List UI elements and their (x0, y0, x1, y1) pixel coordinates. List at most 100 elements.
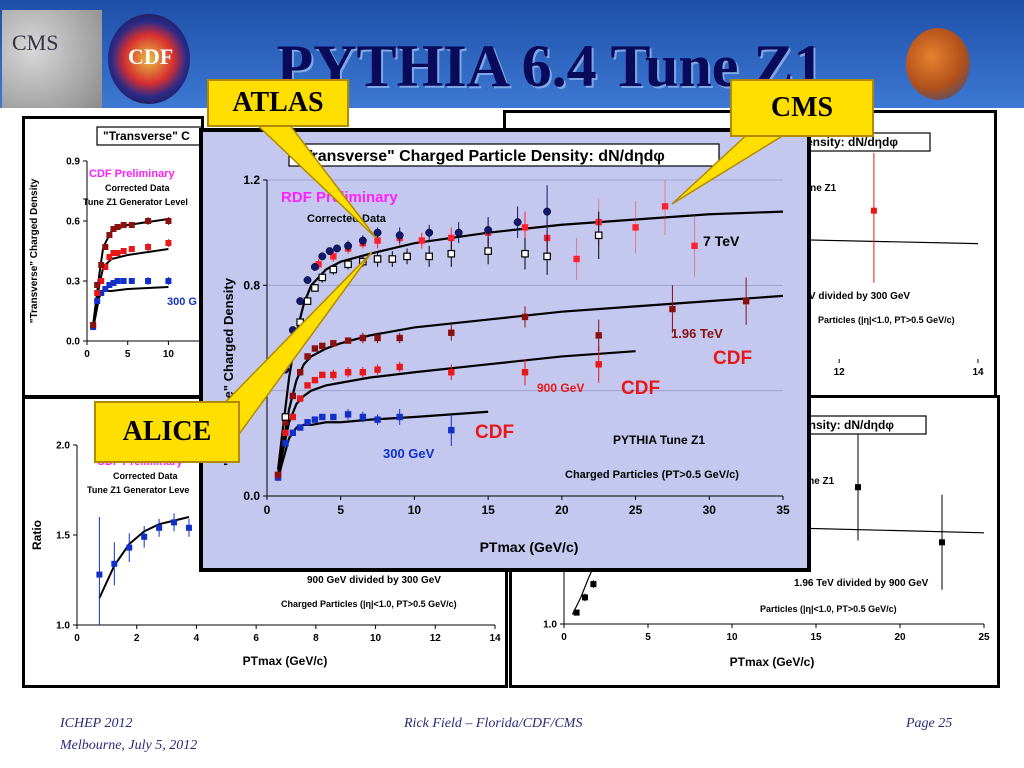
data-point (388, 255, 397, 263)
data-point (296, 424, 304, 431)
data-point (111, 560, 118, 567)
annotation-ratio: 1.96 TeV divided by 900 GeV (794, 578, 929, 589)
data-point (590, 581, 597, 588)
top-left-chart: "Transverse" C 0.0 0.3 0.6 0.9 0 5 10 "Transvers… (29, 126, 201, 360)
annotation-cuts: Charged Particles (|η|<1.0, PT>0.5 GeV/c… (281, 599, 457, 609)
annotation-lab300: 300 G (167, 296, 197, 308)
annotation-prelim: CDF Preliminary (89, 168, 175, 180)
data-point (594, 231, 603, 240)
data-point (96, 571, 103, 578)
annotation-corrected: Corrected Data (307, 213, 387, 225)
x-tick-label: 5 (125, 349, 131, 360)
data-point (403, 252, 411, 261)
data-point (359, 413, 367, 421)
data-point (318, 252, 327, 261)
annotation-tune: Tune Z1 Generator Level (83, 197, 188, 207)
data-point (128, 278, 135, 284)
cms-logo: CMS (2, 10, 102, 108)
data-point (373, 228, 382, 237)
data-point (448, 426, 455, 434)
data-point (595, 361, 602, 368)
chart-title: "Transverse" C (103, 129, 190, 143)
footer-author: Rick Field – Florida/CDF/CMS (404, 716, 583, 731)
data-point (448, 369, 455, 376)
annotation-tune: une Z1 (802, 476, 835, 487)
data-point (396, 363, 403, 371)
data-point (742, 297, 750, 305)
x-tick-label: 12 (430, 633, 442, 644)
data-point (94, 290, 101, 296)
data-point (669, 305, 676, 313)
y-tick-label: 1.0 (543, 620, 557, 631)
data-point (939, 539, 945, 546)
y-tick-label: 0.3 (66, 277, 80, 288)
data-point (165, 240, 172, 246)
data-point (521, 369, 529, 376)
florida-logo (906, 28, 970, 100)
x-tick-label: 5 (337, 503, 344, 517)
data-point (106, 282, 113, 288)
data-point (289, 413, 296, 421)
data-point (513, 218, 522, 227)
data-point (106, 254, 113, 260)
x-tick-label: 14 (972, 367, 984, 378)
data-point (94, 282, 101, 288)
data-point (344, 260, 352, 269)
annotation-lab196: 1.96 TeV (671, 326, 723, 341)
data-point (288, 347, 297, 355)
y-tick-label: 0.9 (66, 157, 80, 168)
annotation-cdf1: CDF (713, 348, 752, 369)
annotation-prelim: RDF Preliminary (281, 189, 398, 206)
data-point (145, 244, 152, 250)
annotation-ratio: 900 GeV divided by 300 GeV (307, 575, 441, 586)
data-point (296, 395, 304, 402)
y-axis-label: Ratio (30, 520, 44, 550)
data-point (282, 429, 289, 436)
data-point (344, 369, 352, 376)
data-point (425, 252, 433, 261)
y-tick-label: 1.2 (243, 173, 260, 187)
data-point (448, 329, 455, 336)
y-tick-label: 0.6 (66, 217, 80, 228)
data-point (171, 519, 178, 526)
data-point (374, 366, 381, 373)
data-point (114, 250, 121, 256)
x-tick-label: 0 (74, 633, 80, 644)
x-tick-label: 30 (703, 503, 717, 517)
annotation-corrected: Corrected Data (105, 183, 171, 193)
annotation-lab900: 900 GeV (537, 381, 584, 395)
data-point (289, 392, 296, 400)
panel-main: "Transverse" Charged Particle Density: d… (199, 128, 811, 572)
data-point (126, 544, 133, 551)
y-tick-label: 0.0 (243, 489, 260, 503)
data-point (358, 236, 367, 245)
x-tick-label: 35 (776, 503, 790, 517)
chart-title-box (96, 126, 201, 146)
data-point (106, 232, 113, 238)
data-point (145, 278, 152, 284)
data-point (573, 255, 580, 263)
x-tick-label: 2 (134, 633, 140, 644)
chart-title: ensity: dN/dηdφ (802, 418, 894, 432)
data-point (374, 237, 381, 244)
data-point (98, 278, 105, 284)
alice-callout: ALICE (94, 401, 240, 463)
data-point (344, 241, 353, 250)
y-tick-label: 1.0 (56, 621, 70, 632)
data-point (373, 255, 382, 263)
model-curve (276, 294, 784, 476)
data-point (330, 340, 337, 347)
data-point (289, 429, 296, 436)
data-point (661, 203, 669, 210)
bottom-right-chart: ensity: dN/dηdφ 1.0 0 5 10 15 20 25 PTmax (GeV/c… (543, 415, 990, 669)
footer-conference: ICHEP 2012 (60, 716, 133, 731)
chart-title: ensity: dN/dηdφ (806, 135, 898, 149)
y-tick-label: 2.0 (56, 441, 70, 452)
data-point (319, 342, 326, 350)
data-point (114, 278, 121, 284)
y-axis-label: "Transverse" Charged Density (29, 178, 40, 323)
data-point (333, 244, 341, 253)
cms-callout: CMS (730, 79, 874, 137)
data-point (425, 228, 434, 237)
data-point (304, 382, 311, 389)
